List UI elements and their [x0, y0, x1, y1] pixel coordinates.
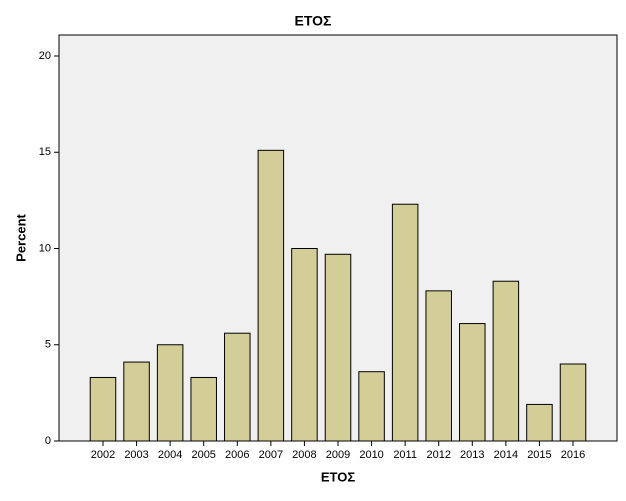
bar: [324, 253, 352, 442]
bar: [291, 248, 318, 442]
x-axis-label: ΕΤΟΣ: [321, 469, 355, 484]
chart-title: ΕΤΟΣ: [295, 13, 332, 29]
bar: [257, 149, 285, 442]
bar: [559, 363, 587, 442]
x-tick-label: 2007: [259, 449, 283, 461]
bar: [89, 376, 117, 442]
y-tick-label: 5: [45, 339, 51, 351]
bar: [526, 403, 553, 442]
x-tick-label: 2002: [91, 449, 115, 461]
x-tick-label: 2011: [393, 449, 417, 461]
y-tick-label: 15: [39, 146, 51, 158]
x-tick-label: 2010: [359, 449, 383, 461]
x-tick-label: 2004: [158, 449, 182, 461]
x-tick-label: 2013: [460, 449, 484, 461]
x-tick-label: 2016: [561, 449, 585, 461]
bar: [492, 280, 520, 442]
y-tick-label: 20: [39, 50, 51, 62]
bar: [459, 323, 486, 442]
bar: [425, 290, 452, 442]
x-tick-label: 2003: [124, 449, 148, 461]
bar: [358, 371, 385, 442]
x-tick-label: 2006: [225, 449, 249, 461]
y-axis-label: Percent: [13, 213, 28, 261]
bar: [123, 361, 150, 442]
y-tick-label: 10: [39, 242, 51, 254]
bar: [156, 344, 184, 442]
bar: [190, 376, 217, 442]
y-tick-label: 0: [45, 435, 51, 447]
x-tick-label: 2015: [527, 449, 551, 461]
bar: [224, 332, 251, 442]
x-tick-label: 2008: [292, 449, 316, 461]
x-tick-label: 2009: [326, 449, 350, 461]
x-tick-label: 2005: [191, 449, 215, 461]
bar: [391, 203, 419, 442]
x-tick-label: 2014: [494, 449, 518, 461]
x-tick-label: 2012: [426, 449, 450, 461]
